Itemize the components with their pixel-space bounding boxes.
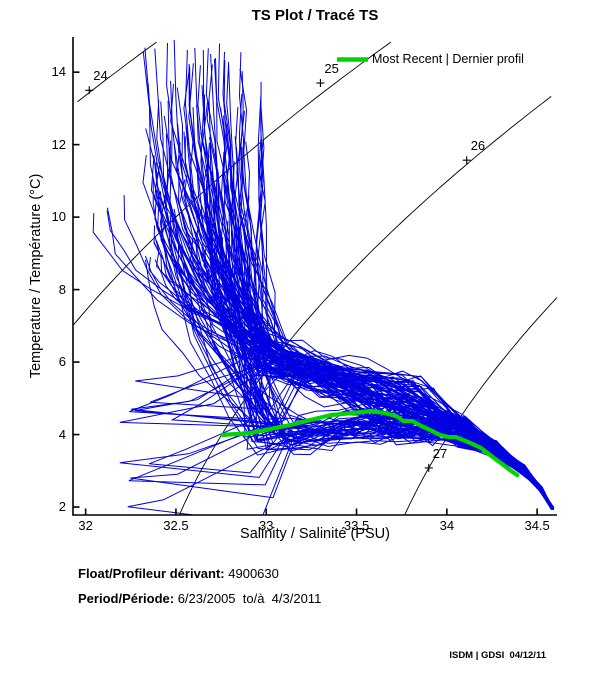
y-tick-label: 14 bbox=[51, 64, 66, 80]
x-tick-label: 32.5 bbox=[163, 518, 189, 533]
x-tick-label: 34.5 bbox=[524, 518, 550, 533]
x-tick-label: 32 bbox=[78, 518, 93, 533]
x-axis-label: Salinity / Salinité (PSU) bbox=[240, 526, 390, 542]
y-tick-label: 8 bbox=[58, 281, 66, 297]
contour-label: 27 bbox=[432, 445, 448, 461]
most-recent-profile-line bbox=[220, 408, 520, 478]
chart-title: TS Plot / Tracé TS bbox=[251, 7, 379, 24]
contour-label: 24 bbox=[93, 68, 108, 84]
y-tick-label: 10 bbox=[51, 209, 66, 225]
period-label: Period/Période: bbox=[78, 591, 175, 606]
period-value: 6/23/2005 to/à 4/3/2011 bbox=[174, 591, 322, 606]
contour-label: 26 bbox=[470, 138, 486, 154]
float-value: 4900630 bbox=[224, 566, 279, 581]
float-label: Float/Profileur dérivant: bbox=[78, 566, 225, 581]
y-tick-label: 12 bbox=[51, 136, 66, 152]
y-axis-label: Temperature / Température (°C) bbox=[28, 173, 44, 379]
footer-float-line: Float/Profileur dérivant: 4900630 bbox=[78, 566, 279, 581]
contour-label-markers bbox=[85, 79, 471, 472]
contour-label: 25 bbox=[324, 61, 339, 77]
y-tick-label: 2 bbox=[58, 499, 66, 515]
y-tick-label: 4 bbox=[58, 426, 66, 442]
x-tick-label: 33 bbox=[259, 518, 274, 533]
axes bbox=[72, 37, 557, 516]
footer-period-line: Period/Période: 6/23/2005 to/à 4/3/2011 bbox=[78, 591, 321, 606]
y-tick-label: 6 bbox=[58, 354, 66, 370]
watermark-text: ISDM | GDSI 04/12/11 bbox=[449, 650, 546, 661]
legend-label: Most Recent | Dernier profil bbox=[372, 52, 524, 66]
x-tick-label: 33.5 bbox=[343, 518, 370, 533]
x-tick-label: 34 bbox=[439, 518, 455, 533]
